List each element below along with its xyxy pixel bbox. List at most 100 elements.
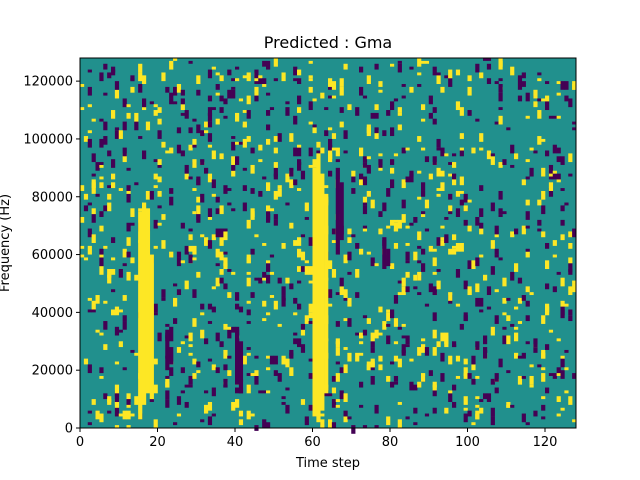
heatmap-cell	[277, 277, 282, 284]
heatmap-cell	[312, 127, 317, 134]
x-tick-label: 40	[227, 435, 244, 450]
heatmap-cell	[184, 280, 189, 290]
heatmap-cell	[471, 364, 476, 371]
heatmap-cell	[417, 347, 422, 356]
heatmap-cell	[169, 92, 174, 99]
heatmap-cell	[231, 136, 236, 139]
heatmap-cell	[99, 138, 104, 148]
heatmap-cell	[421, 182, 426, 191]
heatmap-cell	[231, 401, 236, 411]
heatmap-cell	[273, 147, 278, 154]
heatmap-cell	[343, 297, 348, 301]
heatmap-cell	[215, 367, 220, 374]
heatmap-cell	[510, 164, 515, 168]
heatmap-cell	[107, 274, 112, 284]
heatmap-cell	[390, 101, 395, 111]
heatmap-cell	[552, 144, 557, 154]
heatmap-cell	[304, 260, 309, 264]
heatmap-cell	[560, 219, 565, 226]
heatmap-cell	[498, 257, 503, 261]
heatmap-cell	[359, 248, 364, 255]
heatmap-cell	[490, 240, 495, 249]
heatmap-cell	[475, 375, 480, 379]
heatmap-cell	[99, 332, 104, 336]
heatmap-cell	[548, 188, 554, 197]
heatmap-cell	[343, 393, 348, 402]
heatmap-cell	[444, 153, 449, 157]
heatmap-cell	[335, 361, 340, 365]
heatmap-cell	[157, 107, 162, 113]
heatmap-cell	[227, 188, 232, 191]
heatmap-cell	[436, 193, 441, 197]
heatmap-cell	[455, 355, 461, 362]
heatmap-cell	[366, 190, 371, 197]
heatmap-cell	[142, 98, 147, 108]
heatmap-cell	[498, 162, 503, 168]
heatmap-cell	[173, 58, 178, 61]
heatmap-cell	[417, 136, 422, 142]
high-band-1	[142, 202, 147, 405]
heatmap-cell	[424, 303, 430, 307]
heatmap-cell	[254, 375, 259, 385]
heatmap-cell	[219, 277, 224, 284]
heatmap-cell	[130, 86, 135, 93]
heatmap-cell	[393, 318, 399, 327]
heatmap-cell	[455, 269, 461, 278]
heatmap-cell	[297, 280, 302, 284]
heatmap-cell	[390, 263, 395, 270]
heatmap-cell	[421, 373, 426, 382]
heatmap-cell	[215, 277, 220, 287]
heatmap-cell	[366, 318, 371, 324]
heatmap-cell	[184, 245, 189, 255]
heatmap-cell	[335, 147, 340, 157]
heatmap-cell	[328, 289, 333, 298]
heatmap-cell	[428, 173, 433, 180]
heatmap-cell	[328, 419, 333, 428]
heatmap-cell	[157, 159, 162, 165]
heatmap-cell	[556, 271, 561, 275]
heatmap-cell	[118, 413, 123, 417]
heatmap-cell	[448, 248, 453, 255]
heatmap-cell	[207, 240, 213, 249]
heatmap-cell	[297, 107, 302, 113]
heatmap-cell	[548, 182, 554, 191]
heatmap-cell	[235, 387, 240, 394]
heatmap-cell	[506, 297, 511, 301]
low-band-0	[165, 335, 170, 371]
heatmap-cell	[246, 321, 251, 324]
heatmap-cell	[277, 323, 282, 327]
heatmap-cell	[266, 124, 271, 131]
heatmap-cell	[459, 176, 464, 186]
x-tick-label: 0	[76, 435, 84, 450]
heatmap-cell	[393, 98, 399, 102]
heatmap-cell	[366, 361, 371, 371]
heatmap-cell	[440, 237, 445, 241]
heatmap-cell	[176, 347, 182, 353]
heatmap-cell	[498, 190, 503, 200]
heatmap-cell	[537, 219, 542, 226]
heatmap-cell	[103, 300, 108, 304]
y-tick-label: 100000	[23, 132, 73, 147]
heatmap-cell	[308, 237, 313, 246]
heatmap-cell	[114, 81, 120, 90]
heatmap-cell	[223, 364, 228, 371]
heatmap-cell	[483, 274, 488, 281]
heatmap-cell	[335, 321, 340, 327]
heatmap-cell	[204, 167, 209, 174]
heatmap-cell	[397, 419, 402, 428]
heatmap-cell	[545, 150, 550, 157]
heatmap-cell	[180, 89, 185, 96]
heatmap-cell	[211, 193, 216, 197]
heatmap-cell	[343, 150, 348, 154]
heatmap-cell	[463, 219, 468, 226]
heatmap-cell	[192, 318, 197, 327]
heatmap-cell	[479, 133, 484, 142]
heatmap-cell	[405, 147, 410, 151]
heatmap-cell	[409, 66, 414, 70]
heatmap-cell	[455, 243, 461, 252]
heatmap-cell	[281, 396, 286, 400]
heatmap-cell	[397, 219, 402, 229]
heatmap-cell	[525, 211, 530, 220]
heatmap-cell	[266, 367, 271, 371]
